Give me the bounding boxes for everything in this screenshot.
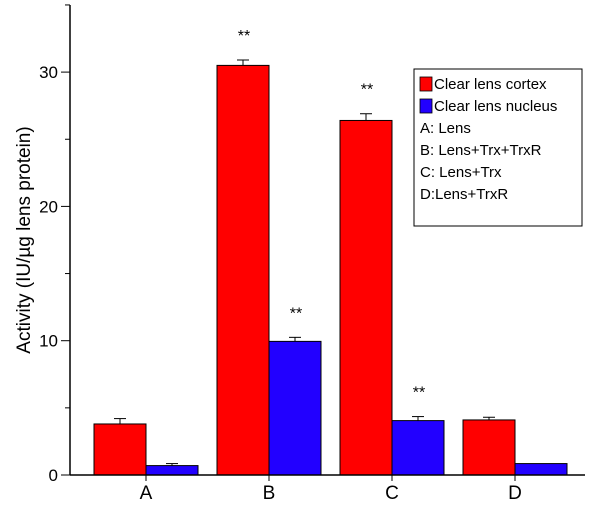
bar-a-series-2 [146, 466, 198, 475]
legend-note-4: D:Lens+TrxR [420, 186, 508, 203]
bar-d-series-1 [463, 420, 515, 475]
significance-mark-c-series-1: ** [361, 82, 373, 99]
significance-mark-c-series-2: ** [413, 385, 425, 402]
bar-c-series-2 [392, 421, 444, 475]
legend-swatch-series-2 [420, 99, 432, 113]
legend-note-3: C: Lens+Trx [420, 164, 502, 181]
legend-label-series-2: Clear lens nucleus [434, 98, 557, 115]
y-axis-label: Activity (IU/µg lens protein) [14, 126, 35, 353]
y-tick-label-20: 20 [39, 197, 58, 216]
x-tick-label-a: A [140, 483, 153, 504]
legend-note-1: A: Lens [420, 120, 471, 137]
y-tick-label-0: 0 [49, 466, 58, 485]
legend-label-series-1: Clear lens cortex [434, 76, 547, 93]
legend-swatch-series-1 [420, 77, 432, 91]
bar-c-series-1 [340, 120, 392, 475]
bar-b-series-2 [269, 341, 321, 475]
bar-d-series-2 [515, 464, 567, 475]
x-tick-label-b: B [263, 483, 276, 504]
x-tick-label-d: D [508, 483, 522, 504]
significance-mark-b-series-1: ** [238, 28, 250, 45]
legend-note-2: B: Lens+Trx+TrxR [420, 142, 542, 159]
y-tick-label-10: 10 [39, 332, 58, 351]
significance-mark-b-series-2: ** [290, 305, 302, 322]
bar-b-series-1 [217, 65, 269, 475]
bar-a-series-1 [94, 424, 146, 475]
x-tick-label-c: C [385, 483, 399, 504]
y-tick-label-30: 30 [39, 63, 58, 82]
legend: Clear lens cortex Clear lens nucleus A: Le… [414, 69, 582, 226]
